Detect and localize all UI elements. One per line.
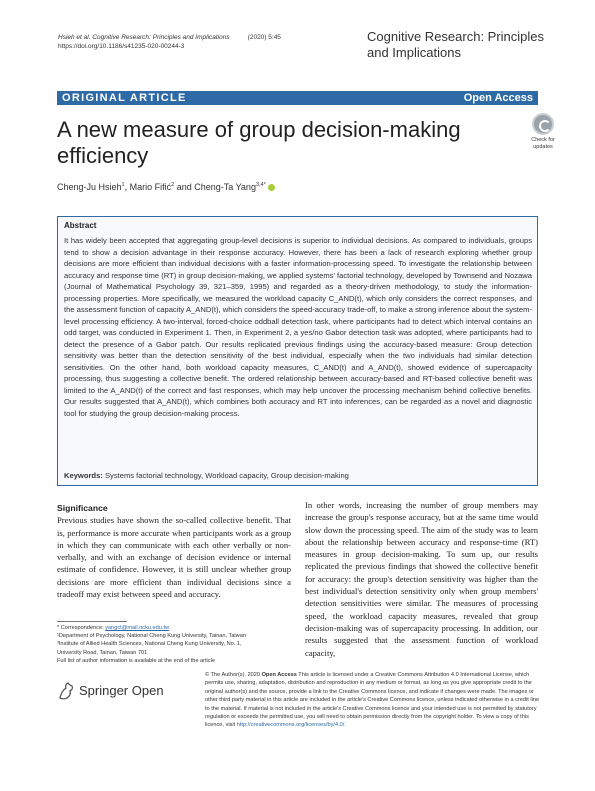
significance-heading: Significance <box>57 503 108 513</box>
affiliation: ¹Department of Psychology, National Chen… <box>57 633 246 640</box>
license-link[interactable]: http://creativecommons.org/licenses/by/4… <box>236 722 346 729</box>
author-info-note: Full list of author information is avail… <box>57 657 215 664</box>
orcid-icon[interactable] <box>267 184 275 192</box>
check-updates-icon <box>532 113 554 135</box>
article-type-banner: ORIGINAL ARTICLE Open Access <box>57 91 538 105</box>
keywords-list: Systems factorial technology, Workload c… <box>104 471 349 480</box>
open-access-label: Open Access <box>463 92 533 104</box>
affiliation: University Road, Tainan, Taiwan 701 <box>57 649 148 656</box>
correspondence-email-link[interactable]: yangct@mail.ncku.edu.tw <box>105 625 170 631</box>
keywords-label: Keywords: <box>64 471 103 480</box>
citation-authors: Hsieh et al. Cognitive Research: Princip… <box>58 34 230 41</box>
citation-year: (2020) 5:45 <box>247 34 281 41</box>
publisher-logo[interactable]: Springer Open <box>57 679 177 703</box>
significance-section: Significance Previous studies have shown… <box>57 502 291 600</box>
article-type-label: ORIGINAL ARTICLE <box>62 92 187 104</box>
correspondence-label: * Correspondence: <box>57 625 104 631</box>
springer-horse-icon <box>59 682 74 700</box>
abstract-body: It has widely been accepted that aggrega… <box>64 236 532 418</box>
author-name[interactable]: Cheng-Ju Hsieh <box>57 182 122 192</box>
check-updates-label: Check for updates <box>531 137 555 150</box>
author-name[interactable]: Mario Fifić <box>129 182 172 192</box>
keywords: Keywords: Systems factorial technology, … <box>64 471 349 481</box>
doi-link[interactable]: https://doi.org/10.1186/s41235-020-00244… <box>58 43 185 50</box>
check-for-updates-button[interactable]: Check for updates <box>525 113 561 157</box>
running-header: Hsieh et al. Cognitive Research: Princip… <box>58 33 281 51</box>
license-text: © The Author(s). 2020 Open Access This a… <box>205 672 540 729</box>
footnote-divider <box>57 621 127 622</box>
right-column-text: In other words, increasing the number of… <box>305 500 538 658</box>
affiliation: ³Institute of Allied Health Sciences, Na… <box>57 641 242 648</box>
author-name[interactable]: Cheng-Ta Yang <box>194 182 256 192</box>
abstract-heading: Abstract <box>64 221 97 230</box>
publisher-name: Springer Open <box>79 683 164 698</box>
author-list: Cheng-Ju Hsieh1, Mario Fifić2 and Cheng-… <box>57 179 275 193</box>
significance-text: Previous studies have shown the so-calle… <box>57 515 291 600</box>
abstract-box: Abstract It has widely been accepted tha… <box>57 216 538 486</box>
journal-name: Cognitive Research: Principles and Impli… <box>367 29 545 60</box>
footnotes: * Correspondence: yangct@mail.ncku.edu.t… <box>57 624 297 665</box>
article-title: A new measure of group decision-making e… <box>57 117 461 168</box>
